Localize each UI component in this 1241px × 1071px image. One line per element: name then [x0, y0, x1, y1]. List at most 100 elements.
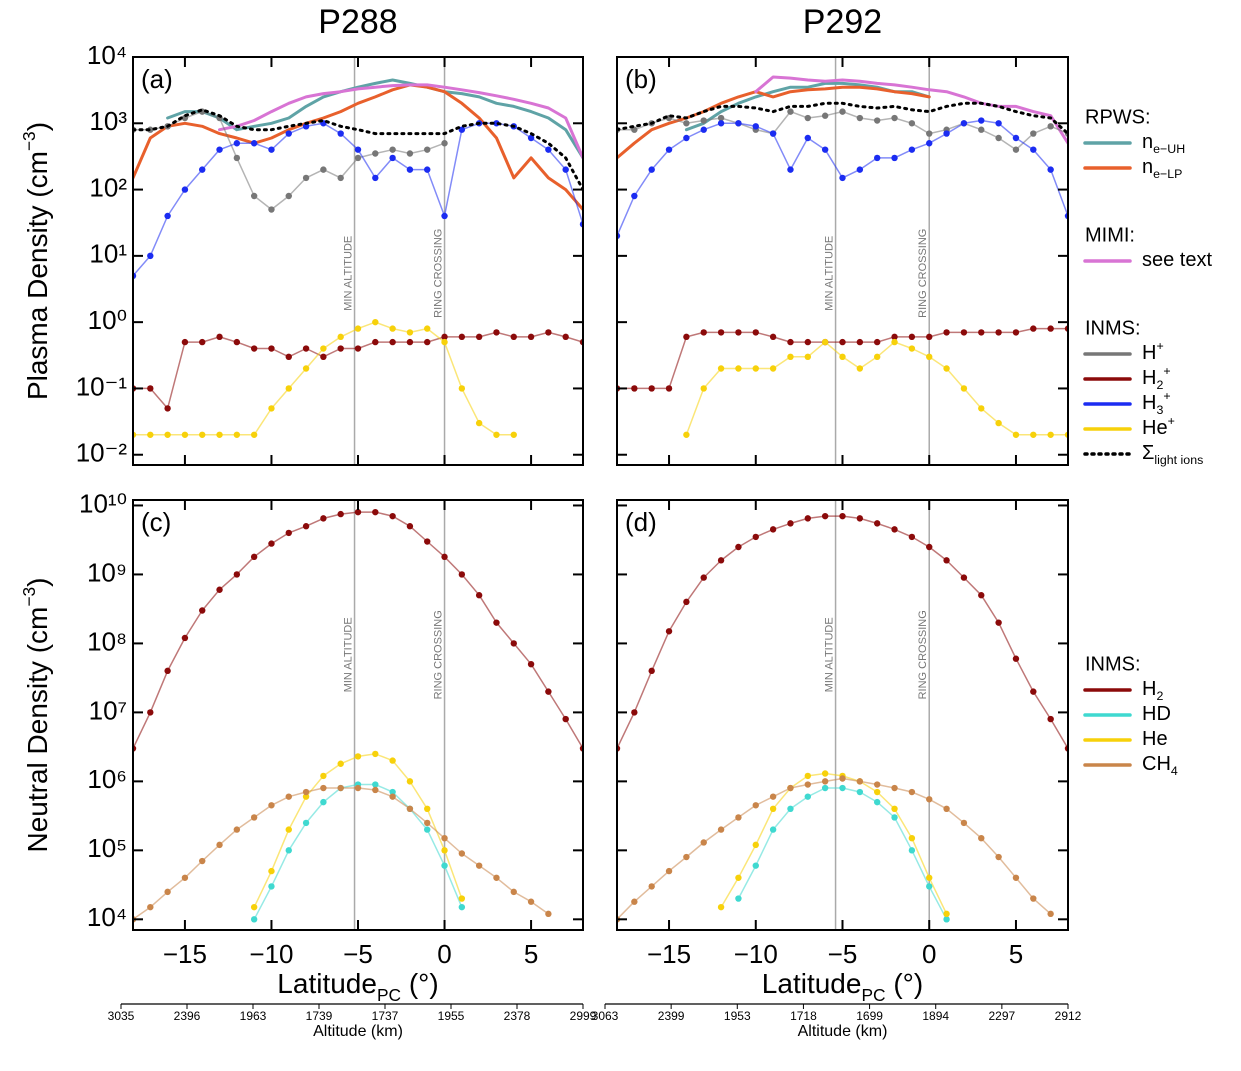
annotation-text: MIN ALTITUDE — [342, 236, 354, 311]
altitude-tick-label: 2399 — [658, 1009, 685, 1023]
text-main: Latitude — [762, 968, 862, 999]
data-point — [683, 333, 690, 341]
annotation-text: RING CROSSING — [432, 229, 444, 318]
data-point — [1030, 895, 1037, 902]
data-point — [389, 788, 396, 796]
data-point — [821, 338, 829, 346]
data-point — [978, 117, 985, 124]
data-point — [769, 793, 777, 800]
data-point — [181, 338, 189, 346]
data-point — [1047, 431, 1054, 438]
legend-label: HD — [1142, 703, 1171, 725]
data-point — [769, 826, 777, 833]
panel-title: P292 — [803, 3, 882, 41]
data-point — [527, 898, 535, 905]
y-axis-label: Plasma Density (cm−3) — [19, 122, 54, 400]
data-point — [891, 154, 898, 162]
data-point — [354, 325, 362, 332]
data-point — [804, 353, 812, 361]
data-point — [943, 557, 950, 564]
data-point — [233, 431, 241, 438]
x-tick-label: −10 — [249, 939, 293, 969]
data-point — [475, 592, 483, 599]
text-sub: PC — [377, 985, 401, 1005]
text-end: ) — [22, 578, 53, 587]
data-point — [787, 784, 794, 792]
text-sub: 3 — [1156, 403, 1163, 417]
data-point — [683, 598, 690, 606]
data-point — [147, 709, 154, 716]
y-tick-label: 10⁹ — [87, 557, 127, 587]
text-main: Σ — [1142, 442, 1154, 464]
data-point — [424, 538, 431, 545]
text-main: H — [1142, 367, 1156, 389]
altitude-tick-label: 2297 — [989, 1009, 1016, 1023]
data-point — [510, 333, 517, 341]
data-point — [995, 853, 1002, 861]
data-point — [545, 329, 552, 336]
plot-area — [617, 75, 1068, 438]
data-point — [441, 212, 448, 220]
panel-label: (a) — [141, 64, 173, 94]
data-point — [769, 333, 777, 341]
x-axis-label: LatitudePC (°) — [762, 968, 923, 1004]
data-point — [406, 329, 414, 336]
y-tick-label: 10⁴ — [87, 40, 127, 70]
legend-title: INMS: — [1085, 317, 1141, 339]
data-point — [268, 206, 275, 213]
data-point — [268, 146, 275, 153]
data-point — [268, 802, 275, 809]
data-point — [424, 826, 431, 833]
data-point — [787, 353, 794, 361]
altitude-tick-label: 1739 — [306, 1009, 333, 1023]
data-point — [804, 515, 812, 522]
data-point — [1030, 325, 1037, 332]
data-point — [164, 212, 171, 220]
data-point — [389, 757, 396, 764]
data-point — [1030, 688, 1037, 695]
data-point — [302, 365, 310, 372]
data-point — [233, 338, 241, 346]
data-point — [769, 526, 777, 533]
series-line — [218, 83, 583, 160]
data-point — [926, 353, 933, 361]
panel-label: (b) — [625, 64, 657, 94]
text-sup: + — [1156, 339, 1163, 353]
text-sup: + — [1163, 364, 1170, 378]
data-point — [372, 786, 379, 794]
data-point — [424, 166, 431, 173]
legend-title: MIMI: — [1085, 224, 1135, 246]
data-point — [337, 784, 344, 792]
data-point — [978, 329, 985, 336]
data-point — [839, 775, 846, 782]
data-point — [268, 405, 275, 412]
x-tick-label: 5 — [524, 939, 538, 969]
data-point — [717, 826, 725, 833]
text-sub: e−UH — [1153, 142, 1185, 156]
text-main: Latitude — [277, 968, 377, 999]
data-point — [717, 329, 725, 336]
data-point — [891, 526, 898, 533]
data-point — [717, 365, 725, 372]
data-point — [978, 126, 985, 133]
data-point — [839, 174, 846, 182]
altitude-tick-label: 1718 — [790, 1009, 817, 1023]
data-point — [250, 192, 258, 200]
data-point — [804, 338, 812, 346]
data-point — [648, 883, 655, 890]
data-point — [631, 898, 638, 905]
data-point — [441, 140, 448, 147]
data-point — [320, 772, 327, 780]
data-point — [856, 778, 864, 785]
data-point — [700, 126, 707, 133]
data-point — [389, 154, 396, 162]
data-point — [458, 903, 466, 911]
data-point — [873, 781, 881, 788]
data-point — [1047, 123, 1054, 130]
data-point — [458, 333, 466, 341]
annotation-text: RING CROSSING — [917, 610, 929, 699]
text-main: He — [1142, 417, 1168, 439]
data-point — [320, 515, 327, 522]
data-point — [891, 805, 898, 813]
